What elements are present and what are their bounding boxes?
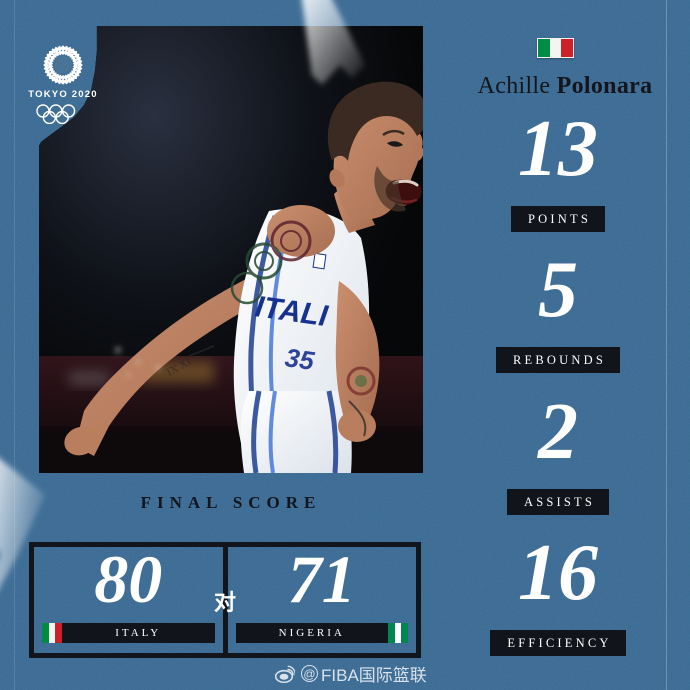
svg-text:35: 35 [283, 342, 316, 376]
